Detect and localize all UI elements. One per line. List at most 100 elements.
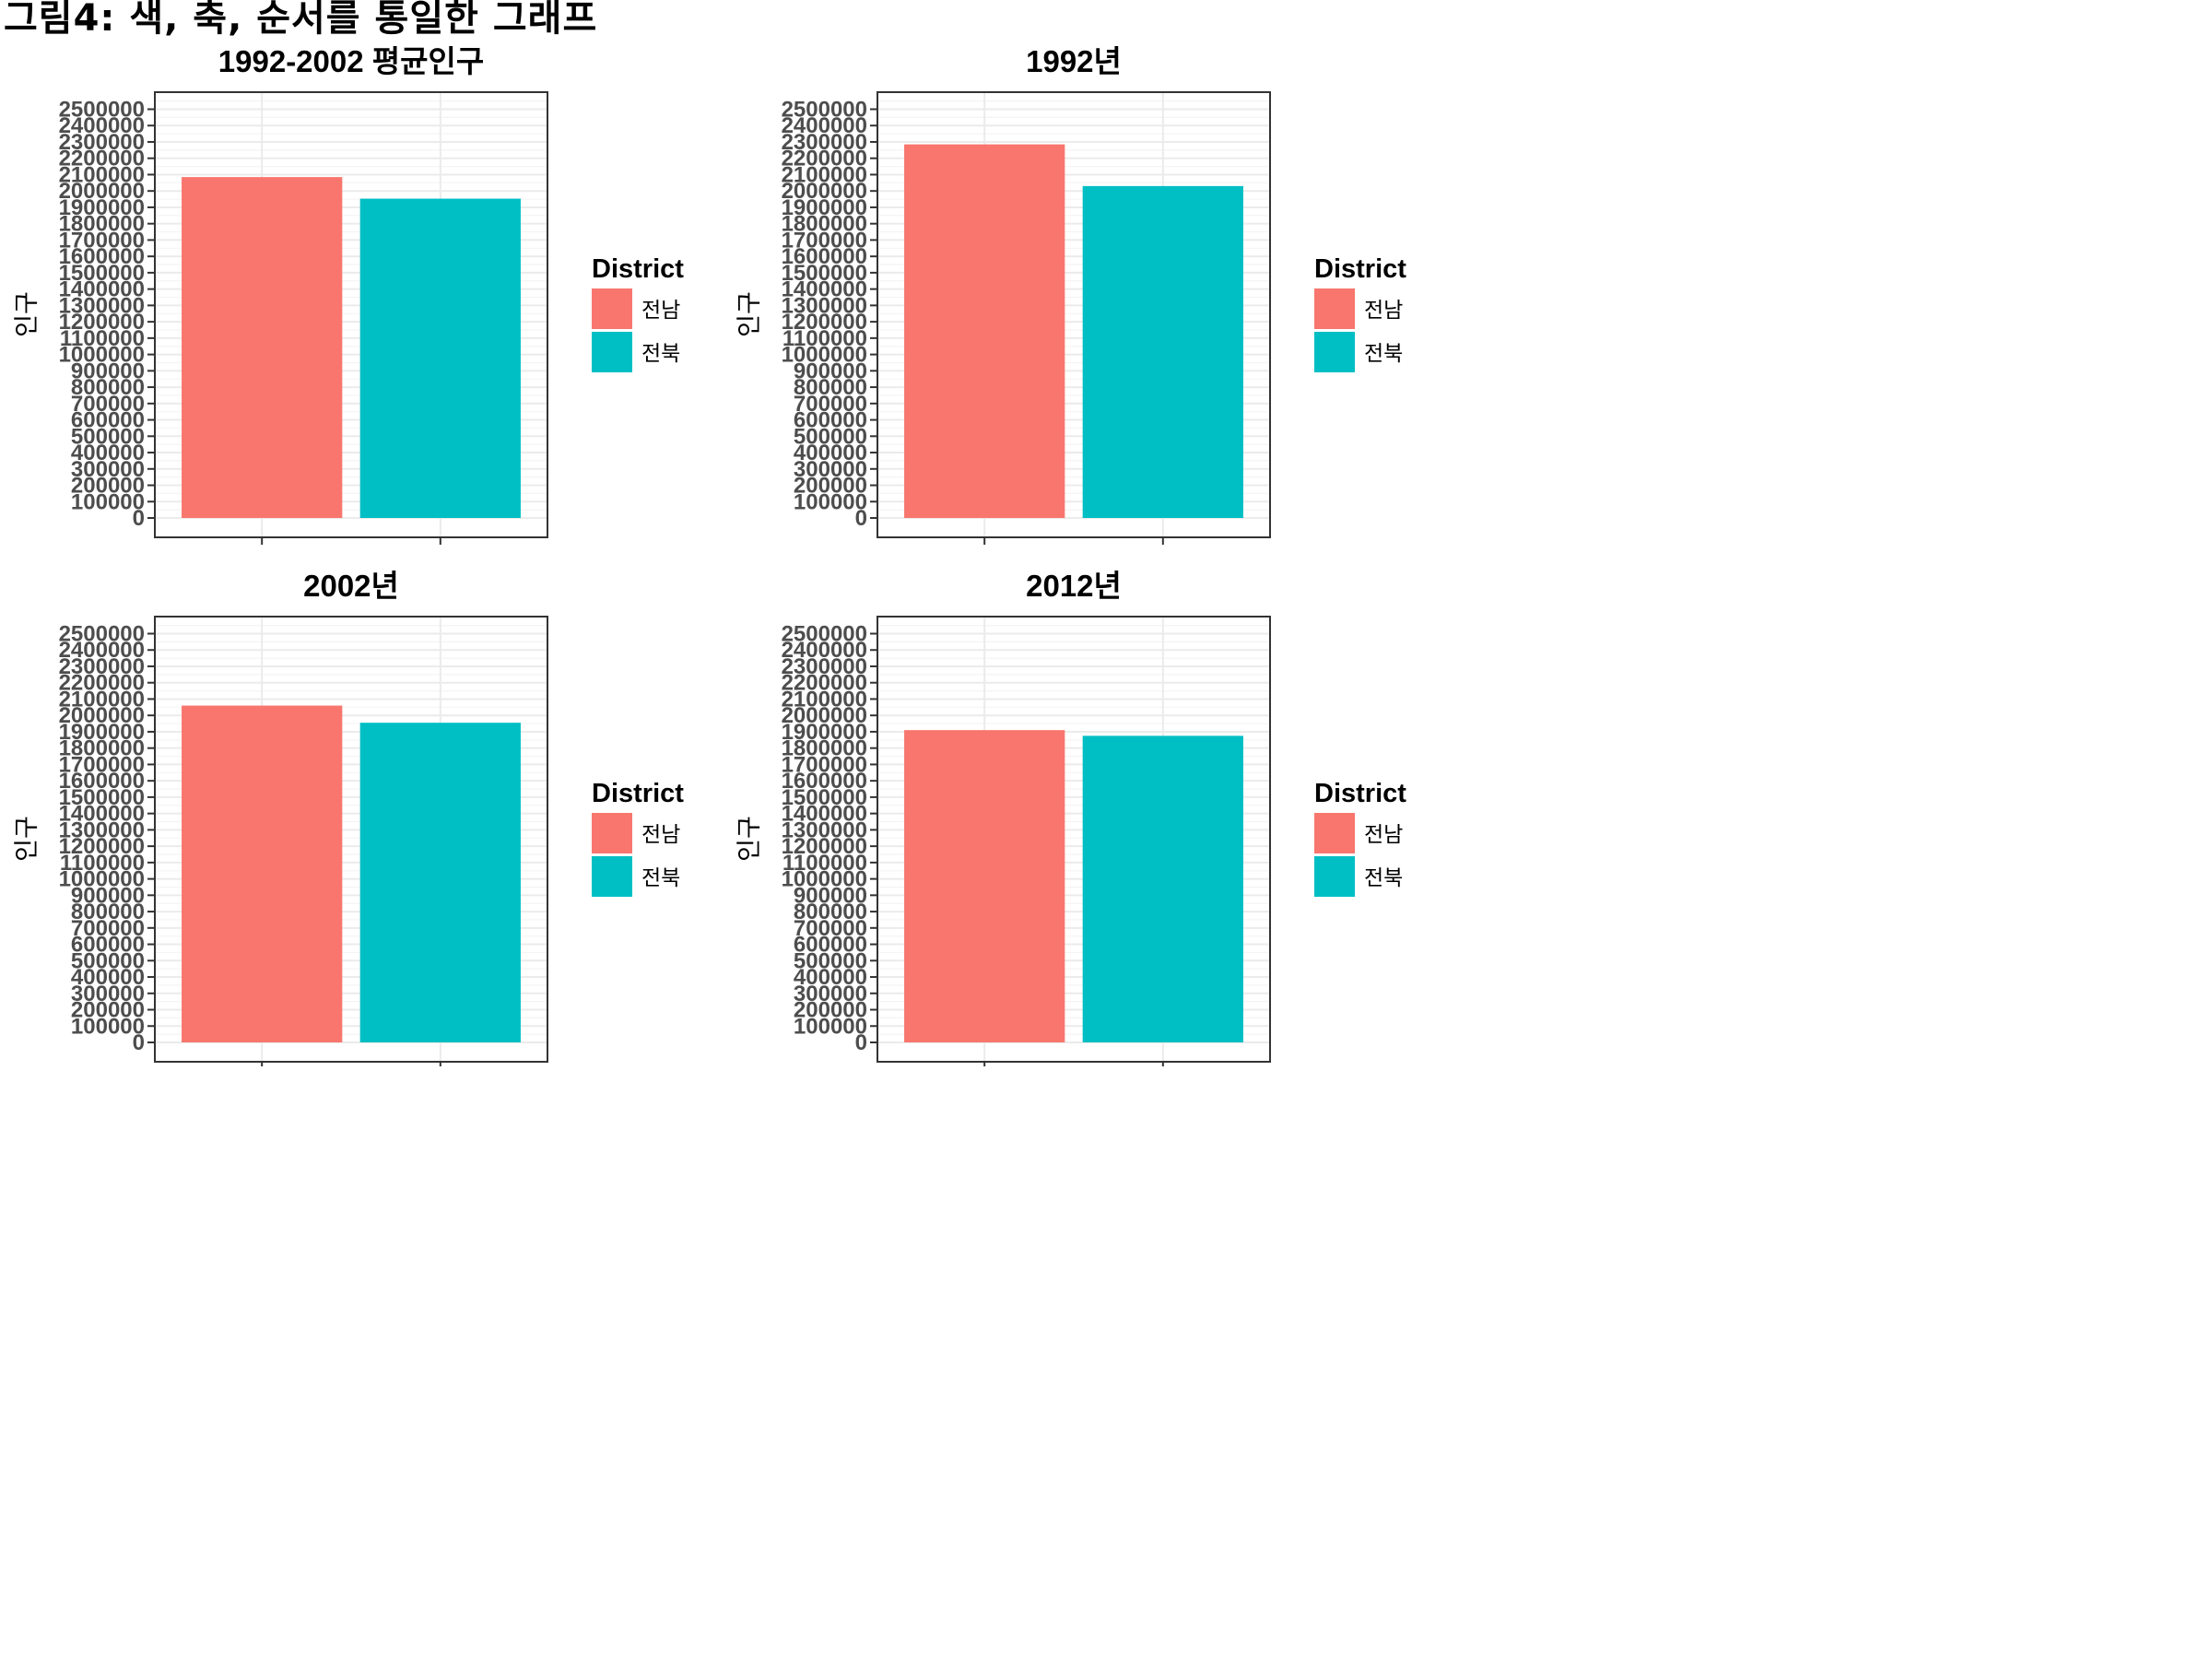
- y-tick-label: 300000: [794, 457, 867, 482]
- y-tick-label: 1100000: [782, 851, 867, 876]
- legend-label: 전북: [1364, 342, 1403, 366]
- y-tick-label: 1700000: [782, 228, 867, 253]
- legend-key-전북: [1314, 332, 1355, 372]
- y-tick-label: 1000000: [59, 343, 145, 368]
- y-tick-label: 1500000: [782, 261, 867, 286]
- y-tick-label: 600000: [794, 408, 867, 433]
- panel-title: 2002년: [303, 569, 399, 603]
- y-tick-label: 100000: [794, 1014, 867, 1039]
- y-tick-label: 2000000: [59, 179, 145, 204]
- bar-전북: [359, 723, 521, 1042]
- y-tick-label: 1400000: [782, 802, 867, 827]
- legend-key-전북: [592, 332, 632, 372]
- y-tick-label: 2500000: [59, 98, 145, 123]
- y-tick-label: 800000: [71, 375, 145, 400]
- y-tick-label: 800000: [71, 900, 145, 924]
- y-tick-label: 1400000: [59, 802, 145, 827]
- y-tick-label: 2500000: [782, 622, 867, 647]
- y-tick-label: 900000: [71, 883, 145, 908]
- y-tick-label: 400000: [794, 441, 867, 465]
- y-tick-label: 100000: [71, 1014, 145, 1039]
- y-axis-label: 인구: [13, 291, 41, 337]
- y-tick-label: 1100000: [60, 851, 145, 876]
- chart-panel-3: 2002년 01000002000003000004000005000006000…: [13, 569, 684, 1066]
- y-tick-label: 0: [133, 506, 145, 531]
- y-tick-label: 900000: [794, 359, 867, 383]
- legend-label: 전남: [641, 823, 680, 847]
- y-tick-label: 800000: [794, 900, 867, 924]
- y-tick-label: 1800000: [59, 736, 145, 761]
- y-tick-label: 700000: [71, 916, 145, 941]
- legend-title: District: [1314, 779, 1406, 808]
- bar-전남: [182, 705, 343, 1042]
- y-axis-label: 인구: [735, 816, 764, 862]
- y-tick-label: 2100000: [782, 687, 867, 712]
- legend-label: 전북: [1364, 866, 1403, 890]
- y-tick-label: 0: [855, 1030, 867, 1055]
- y-tick-label: 100000: [71, 489, 145, 514]
- y-tick-label: 800000: [794, 375, 867, 400]
- y-tick-label: 1700000: [59, 752, 145, 777]
- y-tick-label: 2000000: [782, 703, 867, 728]
- y-tick-label: 2000000: [59, 703, 145, 728]
- y-tick-label: 1300000: [782, 818, 867, 842]
- y-axis-label: 인구: [13, 816, 41, 862]
- chart-panel-2: 1992년 01000002000003000004000005000006000…: [735, 44, 1406, 545]
- y-tick-label: 2000000: [782, 179, 867, 204]
- y-tick-label: 1700000: [782, 752, 867, 777]
- bar-전북: [1082, 735, 1243, 1042]
- y-tick-label: 400000: [794, 965, 867, 990]
- y-tick-label: 600000: [794, 933, 867, 958]
- y-tick-label: 1000000: [59, 867, 145, 892]
- y-tick-label: 500000: [794, 424, 867, 449]
- y-tick-label: 100000: [794, 489, 867, 514]
- y-tick-label: 2100000: [59, 687, 145, 712]
- legend-key-전남: [1314, 813, 1355, 853]
- y-tick-label: 600000: [71, 933, 145, 958]
- y-tick-label: 1000000: [782, 343, 867, 368]
- y-tick-label: 0: [855, 506, 867, 531]
- panel-title: 1992년: [1026, 44, 1122, 78]
- y-tick-label: 300000: [794, 982, 867, 1006]
- chart-panel-1: 1992-2002 평균인구 01000002000003000004000005…: [13, 44, 684, 545]
- legend-label: 전남: [641, 299, 680, 323]
- y-tick-label: 500000: [71, 948, 145, 973]
- y-tick-label: 1200000: [782, 834, 867, 859]
- panel-border: [154, 616, 548, 1063]
- y-tick-label: 1900000: [782, 195, 867, 220]
- main-title: 그림4: 색, 축, 순서를 통일한 그래프: [4, 0, 598, 40]
- bar-전남: [182, 177, 343, 518]
- y-tick-label: 2300000: [782, 130, 867, 155]
- y-tick-label: 2400000: [782, 113, 867, 138]
- y-tick-label: 200000: [794, 474, 867, 499]
- bar-전북: [1082, 185, 1243, 519]
- y-tick-label: 1600000: [782, 244, 867, 269]
- y-tick-label: 2300000: [59, 130, 145, 155]
- y-tick-label: 1000000: [782, 867, 867, 892]
- y-tick-label: 400000: [71, 965, 145, 990]
- y-tick-label: 300000: [71, 982, 145, 1006]
- y-tick-label: 2400000: [59, 113, 145, 138]
- y-tick-label: 1600000: [782, 769, 867, 794]
- y-tick-label: 1100000: [782, 326, 867, 351]
- panel-title: 1992-2002 평균인구: [218, 44, 484, 78]
- y-tick-label: 1700000: [59, 228, 145, 253]
- y-tick-label: 2100000: [782, 162, 867, 187]
- y-tick-label: 1900000: [782, 720, 867, 745]
- y-tick-label: 0: [133, 1030, 145, 1055]
- legend-key-전북: [1314, 856, 1355, 897]
- y-tick-label: 1800000: [782, 736, 867, 761]
- y-tick-label: 1500000: [59, 785, 145, 810]
- y-tick-label: 900000: [794, 883, 867, 908]
- y-tick-label: 2100000: [59, 162, 145, 187]
- y-tick-label: 1500000: [782, 785, 867, 810]
- y-tick-label: 1300000: [59, 818, 145, 842]
- y-tick-label: 900000: [71, 359, 145, 383]
- y-tick-label: 1200000: [59, 310, 145, 335]
- y-tick-label: 2300000: [782, 654, 867, 679]
- legend-label: 전남: [1364, 299, 1403, 323]
- y-tick-label: 1400000: [782, 277, 867, 302]
- bar-전북: [359, 198, 521, 519]
- y-tick-label: 1800000: [59, 212, 145, 237]
- y-tick-label: 700000: [71, 392, 145, 417]
